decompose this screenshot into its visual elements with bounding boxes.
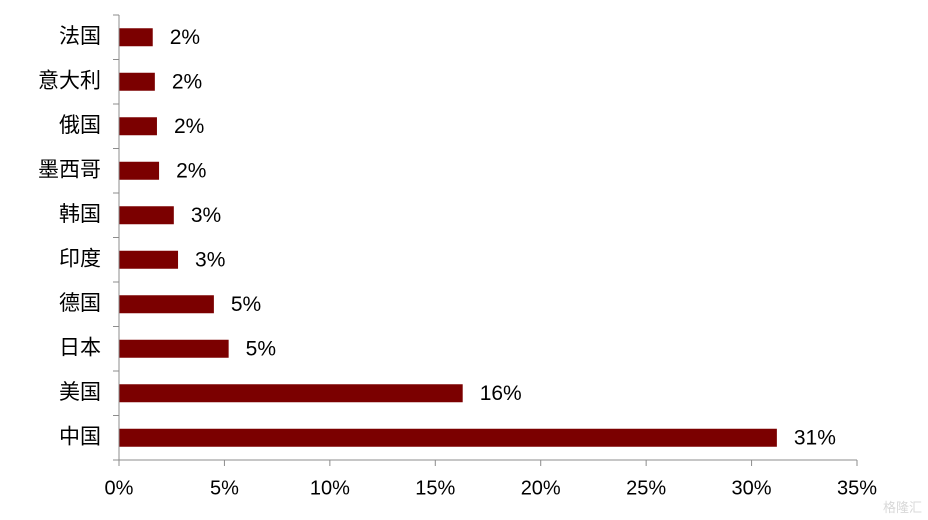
category-label-1: 美国: [59, 381, 101, 404]
data-label-9: 2%: [170, 26, 200, 49]
watermark-text: 格隆汇: [882, 501, 922, 516]
category-label-8: 意大利: [38, 69, 101, 92]
x-tick-label-3: 15%: [415, 477, 455, 499]
bar-4: [119, 250, 179, 269]
bars-group: [119, 28, 777, 447]
labels-group: 中国 31% 美国 16% 日本 5% 德国 5% 印度 3% 韩国 3% 墨西哥 2% 俄国 2% 意大利 2%…: [38, 25, 877, 499]
category-label-7: 俄国: [59, 114, 101, 137]
data-label-7: 2%: [174, 115, 204, 138]
data-label-5: 3%: [191, 204, 221, 227]
x-tick-label-4: 20%: [521, 477, 561, 499]
data-label-4: 3%: [195, 248, 225, 271]
bar-2: [119, 339, 229, 358]
category-label-6: 墨西哥: [38, 158, 101, 181]
data-label-8: 2%: [172, 70, 202, 93]
category-label-5: 韩国: [59, 203, 101, 226]
bar-7: [119, 117, 157, 136]
category-label-2: 日本: [59, 336, 101, 359]
bar-6: [119, 161, 160, 180]
data-label-0: 31%: [794, 426, 836, 449]
data-label-6: 2%: [176, 159, 206, 182]
data-label-2: 5%: [246, 337, 276, 360]
data-label-3: 5%: [231, 293, 261, 316]
axes-group: [113, 14, 858, 466]
x-tick-label-5: 25%: [626, 477, 666, 499]
bar-1: [119, 384, 463, 403]
bar-5: [119, 206, 174, 225]
data-label-1: 16%: [480, 382, 522, 405]
x-tick-label-7: 35%: [837, 477, 877, 499]
category-label-9: 法国: [59, 25, 101, 48]
bar-8: [119, 72, 155, 91]
x-tick-label-1: 5%: [210, 477, 239, 499]
x-tick-label-6: 30%: [732, 477, 772, 499]
bar-9: [119, 28, 153, 47]
category-label-3: 德国: [59, 292, 101, 315]
x-tick-label-0: 0%: [105, 477, 134, 499]
category-label-0: 中国: [59, 425, 101, 448]
bar-0: [119, 428, 777, 447]
x-tick-label-2: 10%: [310, 477, 350, 499]
bar-3: [119, 295, 214, 314]
category-label-4: 印度: [59, 247, 101, 270]
